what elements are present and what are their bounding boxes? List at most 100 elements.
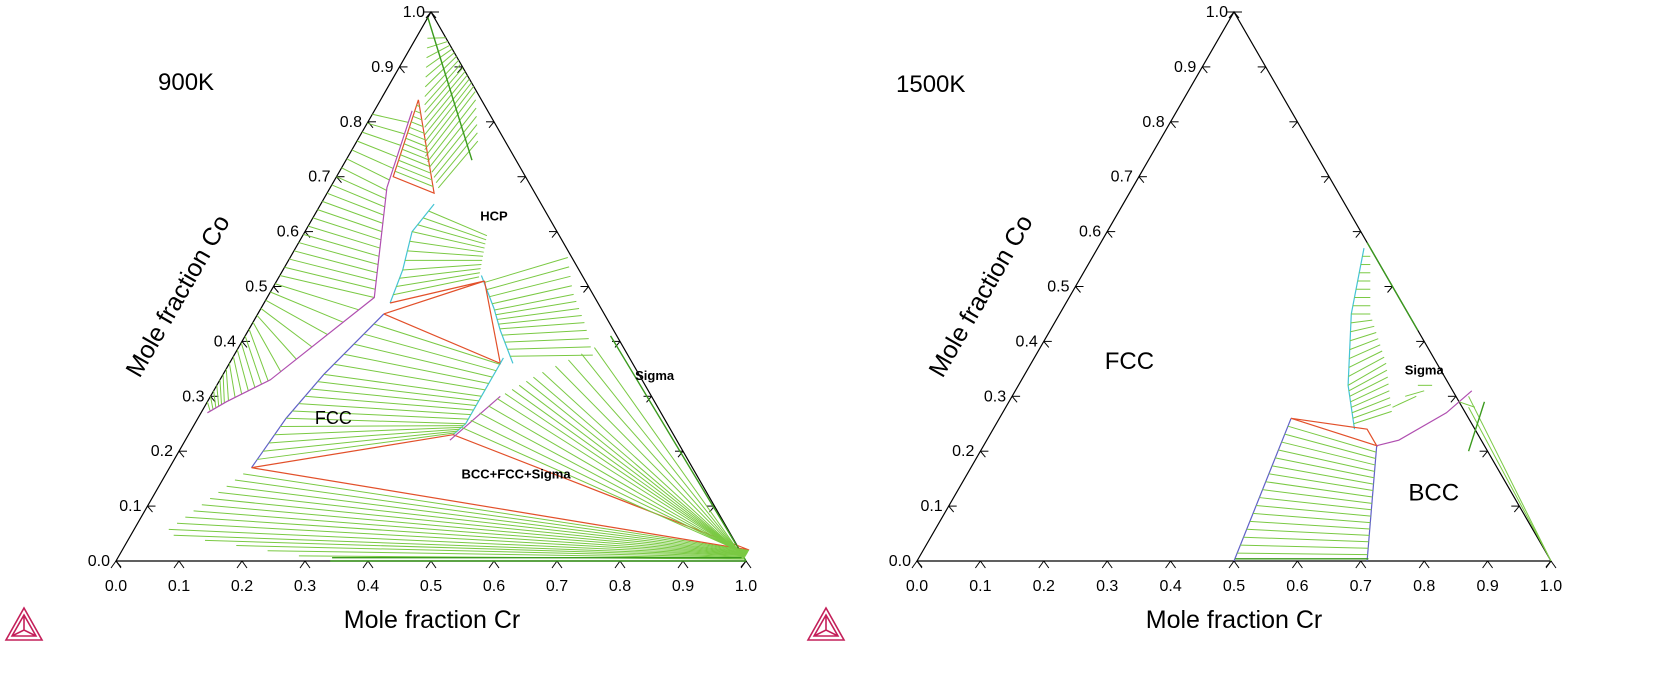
tie-line <box>219 379 223 405</box>
tie-line <box>497 307 580 320</box>
x-tick-label: 1.0 <box>735 578 757 595</box>
x-tick-label: 0.2 <box>231 578 253 595</box>
tie-line <box>293 250 378 274</box>
tie-line <box>373 323 500 365</box>
x-tick-label: 0.9 <box>672 578 694 595</box>
tie-line <box>1468 407 1552 562</box>
x-tick <box>979 560 986 569</box>
tie-line <box>1350 383 1389 403</box>
y-tick-label: 0.2 <box>952 443 974 460</box>
tie-line <box>1392 395 1417 408</box>
x-tick-label: 0.5 <box>1223 578 1245 595</box>
r-tick <box>488 121 495 129</box>
tie-line <box>407 132 426 141</box>
region-label: BCC <box>1408 480 1459 507</box>
y-tick <box>1043 341 1050 348</box>
tie-line <box>1348 356 1385 377</box>
r-tick <box>457 66 463 74</box>
x-tick <box>1101 560 1108 569</box>
tie-line <box>353 343 493 378</box>
tie-line <box>311 388 477 406</box>
x-tick-label: 0.5 <box>420 578 442 595</box>
tie-line <box>1349 344 1381 360</box>
x-tick-label: 0.0 <box>906 578 928 595</box>
y-tick-label: 0.5 <box>245 279 267 296</box>
tie-line <box>257 432 456 460</box>
x-tick <box>367 560 374 569</box>
x-tick <box>1545 560 1552 569</box>
y-tick-label: 1.0 <box>1206 4 1228 21</box>
y-tick <box>980 450 986 458</box>
y-tick-label: 0.9 <box>371 59 393 76</box>
y-tick-label: 0.6 <box>1079 224 1101 241</box>
tie-line <box>240 342 256 388</box>
tie-line <box>499 322 585 330</box>
tie-line <box>488 405 744 555</box>
three-phase-triangle <box>251 434 750 551</box>
tie-line <box>1287 425 1377 453</box>
y-axis-label: Mole fraction Co <box>120 210 235 382</box>
x-tick-label: 0.3 <box>294 578 316 595</box>
tie-line <box>507 346 591 350</box>
tie-line <box>1349 338 1379 351</box>
region-label: Sigma <box>635 368 675 383</box>
x-tick-label: 0.9 <box>1476 578 1498 595</box>
tie-line <box>403 143 428 154</box>
tie-line <box>236 545 745 558</box>
tie-line <box>317 381 479 402</box>
r-tick <box>1292 121 1298 129</box>
x-tick <box>299 560 306 569</box>
x-tick <box>493 560 500 569</box>
x-tick <box>425 560 432 569</box>
tie-line <box>244 335 263 385</box>
y-tick-label: 0.0 <box>88 553 110 570</box>
tie-line <box>193 510 748 555</box>
tie-line <box>555 365 744 557</box>
tie-line <box>424 63 462 106</box>
tie-line <box>568 359 743 557</box>
tie-line <box>292 410 469 420</box>
tie-line <box>396 165 433 181</box>
tie-line <box>1352 404 1392 419</box>
tie-line <box>1468 396 1552 562</box>
y-tick <box>1233 11 1240 19</box>
tie-line <box>414 110 421 114</box>
x-tick <box>1423 560 1430 569</box>
tie-line <box>351 149 394 169</box>
tie-line <box>425 52 455 78</box>
y-tick-label: 0.1 <box>920 498 942 515</box>
tie-line <box>431 115 477 173</box>
tie-line <box>367 122 405 135</box>
tie-line <box>331 184 385 208</box>
y-tick-label: 0.0 <box>889 553 911 570</box>
y-tick <box>1201 66 1208 74</box>
tie-line <box>279 275 375 298</box>
hcp-sigma-boundary <box>480 275 514 364</box>
y-tick <box>367 121 374 129</box>
x-tick <box>1487 560 1494 569</box>
x-tick-label: 0.2 <box>1033 578 1055 595</box>
x-tick <box>745 560 752 569</box>
tie-line <box>322 200 383 224</box>
tie-line <box>426 40 449 49</box>
tie-line <box>502 329 587 336</box>
x-tick-label: 0.4 <box>1159 578 1181 595</box>
tie-line <box>228 363 236 398</box>
x-tick <box>1228 560 1235 569</box>
y-tick-label: 1.0 <box>403 4 425 21</box>
x-tick <box>241 560 248 569</box>
tie-line <box>232 356 243 395</box>
x-tick <box>1170 560 1177 569</box>
x-tick-label: 0.3 <box>1096 578 1118 595</box>
panel-900k: 0.0 0.0 0.1 0.1 0.2 0.2 0.3 0.3 0.4 0.4 0.5 0.5 0.6 0… <box>4 4 757 641</box>
tie-line <box>168 528 747 556</box>
y-tick <box>1138 176 1145 184</box>
tie-line <box>429 107 477 168</box>
x-tick <box>1550 560 1557 569</box>
x-tick <box>430 560 437 569</box>
tie-line <box>495 300 577 316</box>
tie-line <box>1349 376 1388 397</box>
region-label: FCC <box>315 408 352 428</box>
tie-line <box>437 140 479 189</box>
tie-line <box>372 113 409 123</box>
